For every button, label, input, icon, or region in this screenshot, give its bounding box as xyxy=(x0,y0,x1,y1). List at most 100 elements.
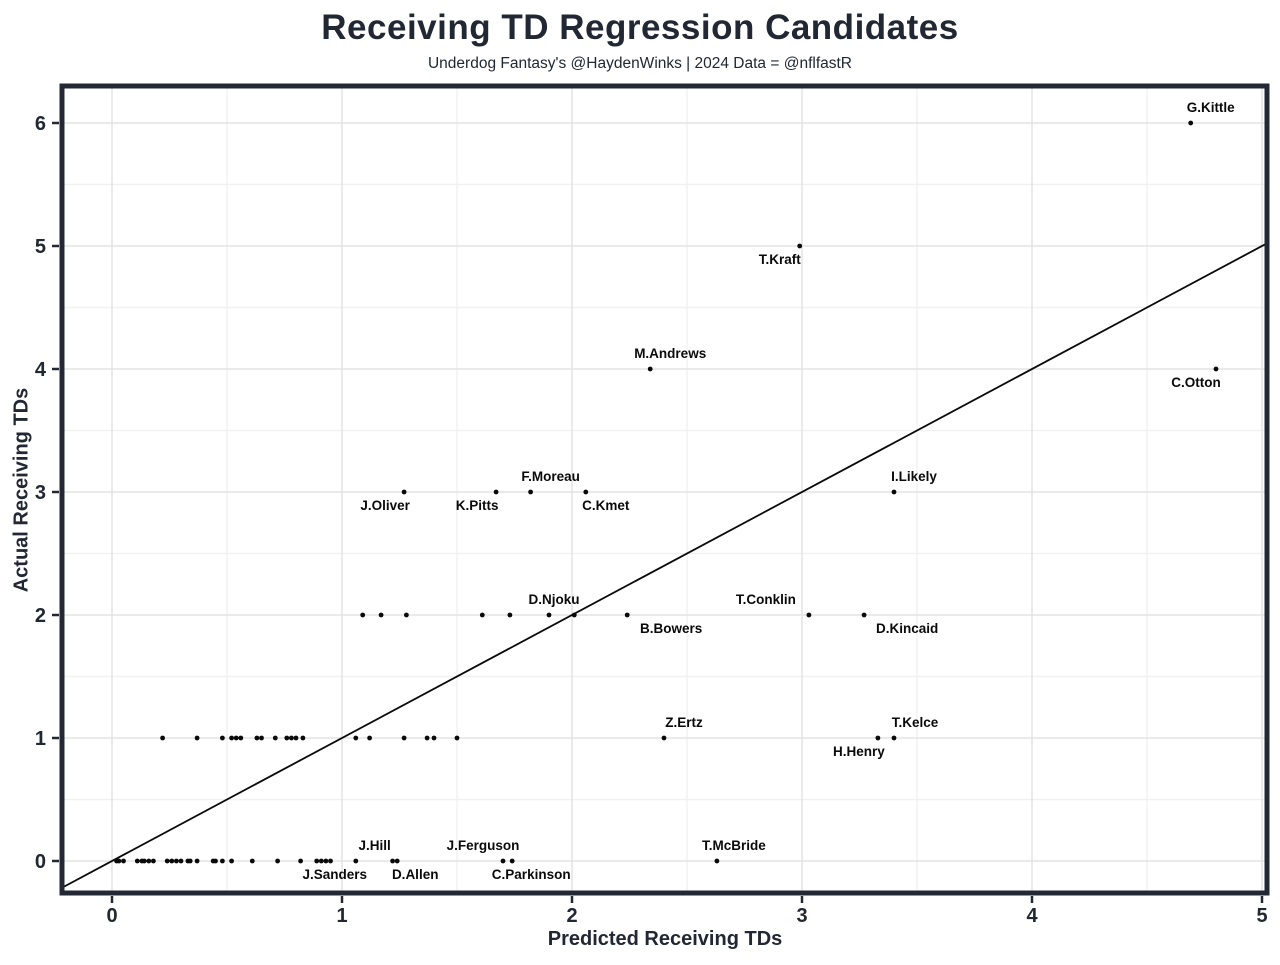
point-label: M.Andrews xyxy=(634,346,706,361)
data-point xyxy=(229,858,235,864)
point-label: F.Moreau xyxy=(521,469,580,484)
data-point xyxy=(194,858,200,864)
data-point xyxy=(394,858,400,864)
data-point xyxy=(229,735,235,741)
data-point xyxy=(1188,120,1194,126)
data-point xyxy=(891,489,897,495)
y-tick-label: 0 xyxy=(35,851,46,873)
data-point xyxy=(647,366,653,372)
point-label: T.Kraft xyxy=(759,252,802,267)
data-point xyxy=(187,858,193,864)
x-tick-label: 4 xyxy=(1026,905,1038,927)
chart-title: Receiving TD Regression Candidates xyxy=(321,8,959,47)
x-tick-label: 3 xyxy=(796,905,807,927)
data-point xyxy=(891,735,897,741)
data-point xyxy=(528,489,533,495)
data-point xyxy=(861,612,867,618)
point-label: T.McBride xyxy=(702,838,766,853)
data-point xyxy=(479,612,485,618)
x-tick-label: 2 xyxy=(566,905,577,927)
data-point xyxy=(141,858,147,864)
point-label: J.Sanders xyxy=(303,867,368,882)
x-tick-label: 5 xyxy=(1256,905,1267,927)
data-point xyxy=(493,489,499,495)
data-point xyxy=(431,735,437,741)
point-label: H.Henry xyxy=(833,744,885,759)
data-point xyxy=(121,858,126,864)
data-point xyxy=(401,489,407,495)
y-tick-label: 3 xyxy=(35,482,46,504)
data-point xyxy=(624,612,630,618)
data-point xyxy=(254,735,260,741)
point-label: J.Oliver xyxy=(360,498,410,513)
data-point xyxy=(875,735,881,741)
point-label: T.Kelce xyxy=(892,715,939,730)
x-tick-label: 0 xyxy=(106,905,117,927)
data-point xyxy=(390,858,395,864)
data-point xyxy=(546,612,552,618)
point-label: T.Conklin xyxy=(736,592,796,607)
data-point xyxy=(509,858,515,864)
data-point xyxy=(404,612,409,618)
data-point xyxy=(714,858,720,864)
data-point xyxy=(360,612,366,618)
y-tick-label: 1 xyxy=(35,728,46,750)
x-axis-title: Predicted Receiving TDs xyxy=(547,928,783,950)
data-point xyxy=(134,858,140,864)
data-point xyxy=(284,735,290,741)
data-point xyxy=(220,858,225,864)
point-label: C.Kmet xyxy=(582,498,630,513)
data-point xyxy=(314,858,320,864)
point-label: Z.Ertz xyxy=(665,715,703,730)
data-point xyxy=(300,735,306,741)
data-point xyxy=(174,858,179,864)
data-point xyxy=(164,858,170,864)
data-point xyxy=(401,735,407,741)
data-point xyxy=(178,858,184,864)
y-tick-label: 4 xyxy=(35,359,47,381)
data-point xyxy=(507,612,513,618)
data-point xyxy=(454,735,460,741)
data-point xyxy=(323,858,329,864)
data-point xyxy=(353,858,359,864)
data-point xyxy=(328,858,333,864)
data-point xyxy=(424,735,430,741)
data-point xyxy=(275,858,280,864)
point-label: C.Parkinson xyxy=(492,867,571,882)
point-label: D.Kincaid xyxy=(876,621,938,636)
point-label: I.Likely xyxy=(891,469,937,484)
data-point xyxy=(571,612,577,618)
panel-border xyxy=(59,83,1270,896)
data-point xyxy=(238,735,244,741)
data-point xyxy=(661,735,667,741)
data-point xyxy=(353,735,359,741)
data-point xyxy=(318,858,324,864)
data-point xyxy=(213,858,218,864)
y-axis-title: Actual Receiving TDs xyxy=(10,387,33,593)
data-point xyxy=(151,858,156,864)
data-point xyxy=(806,612,812,618)
data-point xyxy=(583,489,589,495)
y-tick-label: 2 xyxy=(35,605,46,627)
data-point xyxy=(249,858,255,864)
data-point xyxy=(220,735,225,741)
identity-line xyxy=(61,242,1268,889)
data-point xyxy=(160,735,166,741)
data-point xyxy=(272,735,278,741)
data-point xyxy=(116,858,122,864)
data-point xyxy=(146,858,152,864)
data-point xyxy=(378,612,384,618)
data-point xyxy=(797,243,803,249)
data-point xyxy=(233,735,239,741)
data-point xyxy=(298,858,303,864)
data-point xyxy=(500,858,506,864)
chart-subtitle: Underdog Fantasy's @HaydenWinks | 2024 D… xyxy=(427,55,853,72)
data-point xyxy=(1213,366,1219,372)
point-label: B.Bowers xyxy=(640,621,702,636)
x-tick-label: 1 xyxy=(336,905,347,927)
data-point xyxy=(194,735,200,741)
data-point xyxy=(259,735,264,741)
point-label: K.Pitts xyxy=(456,498,499,513)
